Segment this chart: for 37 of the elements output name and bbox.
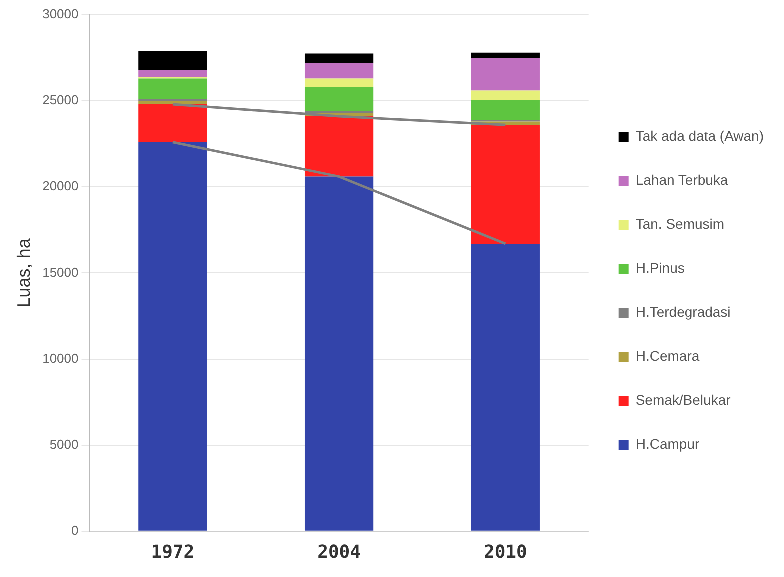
legend-label: Lahan Terbuka bbox=[636, 172, 728, 188]
bar bbox=[304, 176, 374, 531]
y-tick-label: 0 bbox=[72, 522, 79, 538]
bar bbox=[471, 100, 540, 120]
bar bbox=[304, 54, 374, 64]
legend-label: Tan. Semusim bbox=[636, 216, 725, 232]
legend-label: Tak ada data (Awan) bbox=[636, 128, 764, 144]
x-tick-label: 2010 bbox=[484, 542, 528, 563]
bar bbox=[138, 70, 208, 77]
legend-label: H.Campur bbox=[636, 436, 700, 452]
bar bbox=[304, 63, 374, 79]
bar bbox=[138, 104, 208, 142]
bar bbox=[138, 78, 208, 100]
x-tick-label: 1972 bbox=[151, 542, 195, 563]
bar bbox=[471, 58, 540, 91]
y-tick-label: 30000 bbox=[42, 6, 79, 22]
y-axis-title: Luas, ha bbox=[14, 238, 34, 308]
bar bbox=[304, 116, 374, 177]
y-tick-label: 5000 bbox=[50, 436, 79, 452]
y-tick-label: 20000 bbox=[42, 178, 79, 194]
legend-label: Semak/Belukar bbox=[636, 392, 732, 408]
legend-label: H.Terdegradasi bbox=[636, 304, 731, 320]
bar bbox=[304, 78, 374, 88]
y-tick-label: 10000 bbox=[42, 350, 79, 366]
bar bbox=[138, 142, 208, 531]
bar bbox=[138, 51, 208, 70]
y-tick-label: 25000 bbox=[42, 92, 79, 108]
bar bbox=[471, 52, 540, 58]
bar bbox=[138, 101, 208, 105]
legend-label: H.Pinus bbox=[636, 260, 685, 276]
y-tick-label: 15000 bbox=[42, 264, 79, 280]
bar bbox=[304, 87, 374, 112]
legend-label: H.Cemara bbox=[636, 348, 700, 364]
bar bbox=[471, 125, 540, 244]
x-tick-label: 2004 bbox=[318, 542, 362, 563]
bar bbox=[471, 244, 540, 531]
bar bbox=[471, 90, 540, 100]
